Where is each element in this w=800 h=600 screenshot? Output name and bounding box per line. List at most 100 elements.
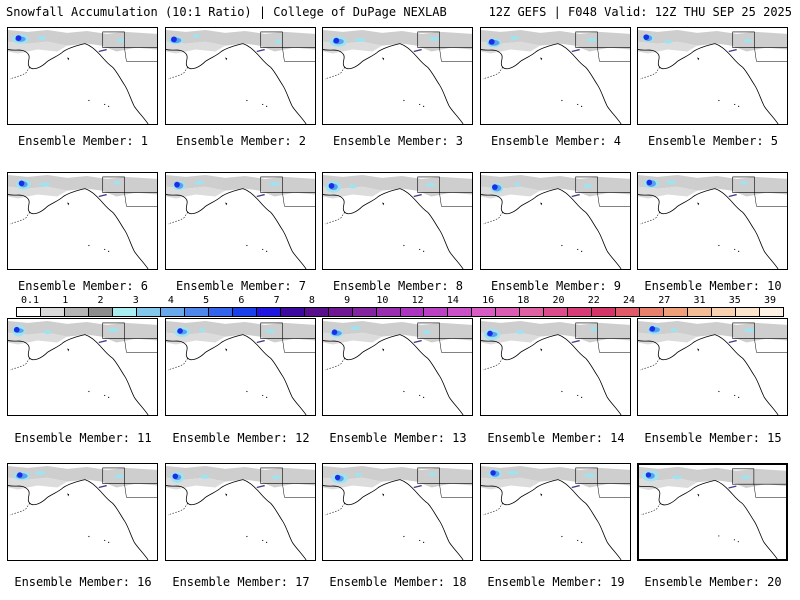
island (266, 250, 268, 252)
ensemble-member-map[interactable] (165, 463, 316, 561)
aleutian-chain (9, 212, 30, 225)
alaska-coast (8, 43, 86, 70)
ensemble-member-label: Ensemble Member: 14 (487, 431, 625, 445)
ensemble-member-map[interactable] (165, 318, 316, 416)
island (104, 539, 106, 541)
snow-area (265, 329, 276, 334)
island (581, 105, 583, 107)
snow-area (509, 35, 520, 40)
ensemble-member-label: Ensemble Member: 16 (14, 575, 152, 589)
ensemble-member-map[interactable] (322, 318, 473, 416)
island (577, 394, 579, 396)
political-border (754, 192, 787, 207)
ensemble-member-map[interactable] (480, 27, 631, 125)
colorbar-tick-label: 5 (203, 295, 210, 306)
ensemble-member-map[interactable] (637, 318, 788, 416)
island (104, 248, 106, 250)
ensemble-member-map[interactable] (637, 172, 788, 270)
political-border (575, 467, 598, 484)
ensemble-member-map[interactable] (7, 172, 158, 270)
snow-area (331, 329, 338, 335)
ensemble-member-map[interactable] (165, 172, 316, 270)
snow-area (583, 184, 592, 188)
west-coast (242, 43, 307, 124)
purple-coast-segment (98, 193, 107, 198)
snow-area (590, 327, 598, 332)
ensemble-member-label: Ensemble Member: 20 (644, 575, 782, 589)
ensemble-member-map[interactable] (322, 463, 473, 561)
land-shading (323, 465, 472, 488)
island (423, 250, 425, 252)
ensemble-member-map[interactable] (7, 27, 158, 125)
aleutian-chain (167, 503, 188, 516)
colorbar-tick-label: 0.1 (20, 295, 40, 306)
snow-area (107, 328, 119, 333)
ensemble-member-map[interactable] (637, 463, 788, 561)
political-border (260, 322, 283, 339)
ensemble-member-map[interactable] (637, 27, 788, 125)
purple-coast-segment (98, 339, 107, 344)
island (419, 539, 421, 541)
island (266, 396, 268, 398)
west-coast (557, 334, 622, 415)
island (577, 539, 579, 541)
land-shading (323, 29, 472, 52)
colorbar-tick-label: 10 (376, 295, 389, 306)
island (403, 390, 405, 393)
snow-area (334, 474, 341, 481)
alaska-coast (638, 43, 716, 70)
island (738, 105, 740, 107)
colorbar-swatch (160, 308, 185, 316)
snow-area (743, 38, 752, 43)
ensemble-member-map[interactable] (322, 27, 473, 125)
land-shading (481, 465, 630, 488)
ensemble-member-map[interactable] (480, 172, 631, 270)
colorbar-tick-label: 12 (411, 295, 424, 306)
ensemble-member-map[interactable] (165, 27, 316, 125)
aleutian-chain (9, 503, 30, 516)
alaska-coast (639, 479, 716, 506)
snow-area (333, 37, 340, 44)
snow-area (664, 39, 672, 44)
ensemble-member-map[interactable] (480, 463, 631, 561)
island (225, 348, 228, 352)
land-shading (8, 29, 157, 52)
ensemble-member-map[interactable] (480, 318, 631, 416)
political-border (282, 483, 315, 498)
island (540, 493, 543, 497)
political-border (597, 47, 630, 62)
island (104, 394, 106, 396)
island (108, 541, 110, 543)
purple-coast-segment (728, 48, 737, 53)
land-shading (638, 29, 787, 52)
island (225, 202, 228, 206)
land-shading (481, 174, 630, 197)
land-shading (166, 29, 315, 52)
island (561, 244, 563, 247)
snow-area (487, 330, 493, 337)
aleutian-chain (640, 503, 661, 516)
alaska-coast (323, 334, 401, 361)
colorbar-swatch (568, 308, 593, 316)
ensemble-member-label: Ensemble Member: 18 (329, 575, 467, 589)
purple-coast-segment (256, 193, 265, 198)
land-shading (639, 466, 786, 489)
colorbar-swatch (280, 308, 305, 316)
colorbar-swatch (688, 308, 713, 316)
ensemble-member-map[interactable] (7, 463, 158, 561)
ensemble-member-map[interactable] (7, 318, 158, 416)
snow-area (17, 472, 23, 478)
island (734, 394, 736, 396)
island (67, 493, 70, 497)
political-border (417, 467, 440, 484)
alaska-coast (323, 43, 401, 70)
island (382, 57, 385, 61)
ensemble-member-map[interactable] (322, 172, 473, 270)
colorbar-tick-label: 39 (763, 295, 777, 306)
aleutian-chain (324, 358, 345, 371)
colorbar-swatch (112, 308, 137, 316)
west-coast (242, 479, 307, 560)
island (718, 390, 720, 393)
colorbar-tick-label: 31 (693, 295, 706, 306)
colorbar-swatch (736, 308, 761, 316)
